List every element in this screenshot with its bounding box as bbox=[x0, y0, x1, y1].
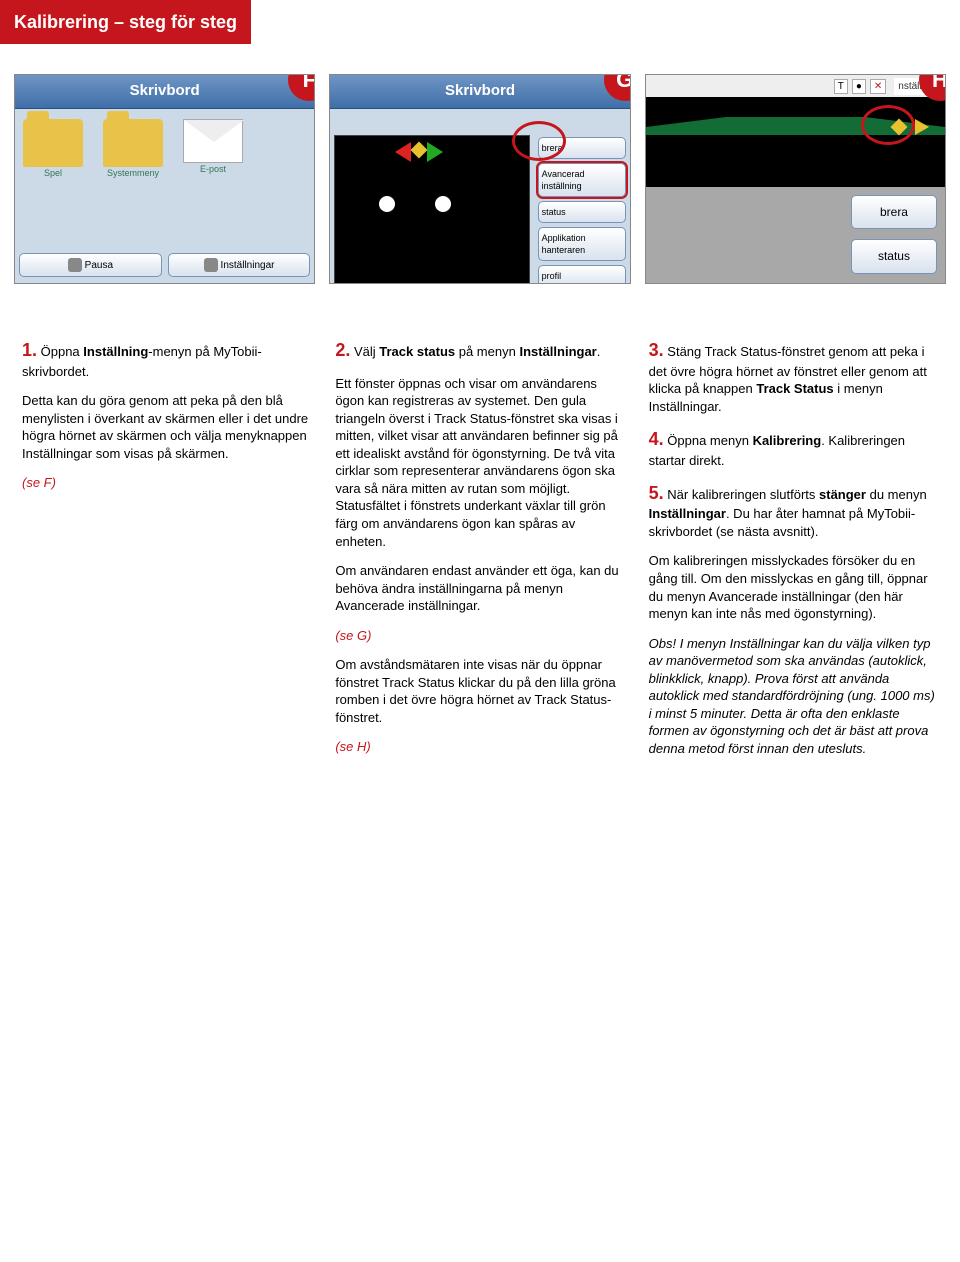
column-3: 3. Stäng Track Status-fönstret genom att… bbox=[649, 338, 938, 769]
step-4: 4. Öppna menyn Kalibrering. Kalibreringe… bbox=[649, 427, 938, 469]
panel-g-sidebar: brera Avancerad inställning status Appli… bbox=[534, 109, 630, 285]
side-label: Applikation hanteraren bbox=[542, 232, 622, 256]
tray-icon: ● bbox=[852, 79, 866, 95]
step-1: 1. Öppna Inställning-menyn på MyTobii-sk… bbox=[22, 338, 311, 380]
t: När kalibreringen slutförts bbox=[664, 487, 819, 502]
t: Inställningar bbox=[519, 344, 596, 359]
step-2-advanced: Om användaren endast använder ett öga, k… bbox=[335, 562, 624, 615]
pause-icon bbox=[68, 258, 82, 272]
gear-icon bbox=[204, 258, 218, 272]
track-status-window: Båda bbox=[334, 135, 529, 285]
label-systemmeny: Systemmeny bbox=[103, 167, 163, 179]
t: Om användaren endast använder ett öga, k… bbox=[335, 563, 618, 596]
pause-button[interactable]: Pausa bbox=[19, 253, 162, 277]
diamond-icon bbox=[411, 141, 428, 158]
see-h: (se H) bbox=[335, 738, 624, 756]
t: Välj bbox=[350, 344, 379, 359]
t: som visas på skärmen. bbox=[92, 446, 229, 461]
side-status-button[interactable]: status bbox=[538, 201, 626, 223]
t: Avancerade inställningar bbox=[709, 589, 851, 604]
t: Inställningar bbox=[649, 506, 726, 521]
eye-dot-icon bbox=[379, 196, 395, 212]
side-label: brera bbox=[542, 142, 563, 154]
t: Öppna menyn bbox=[664, 433, 753, 448]
t: Detta kan du göra genom att peka på den … bbox=[22, 393, 308, 443]
panel-g: G Skrivbord Båda brera Avancerad inställ… bbox=[329, 74, 630, 284]
pause-label: Pausa bbox=[85, 259, 113, 273]
t: du menyn bbox=[866, 487, 927, 502]
page-header: Kalibrering – steg för steg bbox=[0, 0, 251, 44]
see-f: (se F) bbox=[22, 474, 311, 492]
step-2: 2. Välj Track status på menyn Inställnin… bbox=[335, 338, 624, 362]
folder-icon bbox=[103, 119, 163, 167]
step-1-body: Detta kan du göra genom att peka på den … bbox=[22, 392, 311, 462]
track-status-large bbox=[646, 97, 945, 187]
tray-icon: T bbox=[834, 79, 848, 95]
side-avancerad-button[interactable]: Avancerad inställning bbox=[538, 163, 626, 197]
t: . bbox=[597, 344, 601, 359]
envelope-icon bbox=[183, 119, 243, 163]
step-5-note: Obs! I menyn Inställningar kan du välja … bbox=[649, 635, 938, 758]
settings-button[interactable]: Inställningar bbox=[168, 253, 311, 277]
t: Kalibrering bbox=[753, 433, 822, 448]
step-2-distance: Om avståndsmätaren inte visas när du öpp… bbox=[335, 656, 624, 726]
label-spel: Spel bbox=[23, 167, 83, 179]
side-label: status bbox=[542, 206, 566, 218]
track-bottom-pills: Båda bbox=[341, 283, 376, 284]
instruction-columns: 1. Öppna Inställning-menyn på MyTobii-sk… bbox=[0, 314, 960, 809]
t: stänger bbox=[819, 487, 866, 502]
step-number: 4. bbox=[649, 429, 664, 449]
column-1: 1. Öppna Inställning-menyn på MyTobii-sk… bbox=[22, 338, 311, 769]
panel-f-desktop: Spel Systemmeny E-post bbox=[15, 109, 314, 189]
t: Inställning bbox=[83, 344, 148, 359]
t: på menyn bbox=[455, 344, 519, 359]
step-number: 2. bbox=[335, 340, 350, 360]
panel-h: H T ● ✕ nställnin brera status bbox=[645, 74, 946, 284]
panel-f-titlebar: Skrivbord bbox=[15, 75, 314, 108]
t: Inställningar bbox=[22, 446, 92, 461]
t: Track status bbox=[379, 344, 455, 359]
panel-f: F Skrivbord Spel Systemmeny E-post Pausa bbox=[14, 74, 315, 284]
side-brera-button[interactable]: brera bbox=[538, 137, 626, 159]
side-profil-button[interactable]: profil bbox=[538, 265, 626, 284]
arrow-right-icon bbox=[427, 142, 443, 162]
step-number: 1. bbox=[22, 340, 37, 360]
panel-g-titlebar: Skrivbord bbox=[330, 75, 629, 108]
step-number: 3. bbox=[649, 340, 664, 360]
h-status-button[interactable]: status bbox=[851, 239, 937, 273]
close-icon[interactable]: ✕ bbox=[870, 79, 886, 95]
side-label: profil bbox=[542, 270, 562, 282]
side-label: Avancerad inställning bbox=[542, 168, 622, 192]
label-epost: E-post bbox=[183, 163, 243, 175]
h-brera-button[interactable]: brera bbox=[851, 195, 937, 229]
screenshots-row: F Skrivbord Spel Systemmeny E-post Pausa bbox=[0, 74, 960, 314]
eye-dot-icon bbox=[435, 196, 451, 212]
t: Öppna bbox=[37, 344, 83, 359]
pill-bada[interactable]: Båda bbox=[341, 283, 376, 284]
folder-icon bbox=[23, 119, 83, 167]
arrow-left-icon bbox=[395, 142, 411, 162]
see-g: (se G) bbox=[335, 627, 624, 645]
step-2-body: Ett fönster öppnas och visar om användar… bbox=[335, 375, 624, 550]
step-number: 5. bbox=[649, 483, 664, 503]
panel-h-buttons: brera status bbox=[646, 187, 945, 281]
t: Track Status bbox=[756, 381, 833, 396]
side-applik-button[interactable]: Applikation hanteraren bbox=[538, 227, 626, 261]
arrow-right-icon bbox=[915, 119, 929, 135]
t: Avancerade inställningar bbox=[335, 598, 476, 613]
panel-h-strip: T ● ✕ nställnin bbox=[646, 75, 945, 97]
t: . bbox=[477, 598, 481, 613]
step-3: 3. Stäng Track Status-fönstret genom att… bbox=[649, 338, 938, 415]
panel-f-toolbar: Pausa Inställningar bbox=[19, 253, 310, 277]
settings-label: Inställningar bbox=[221, 259, 275, 273]
column-2: 2. Välj Track status på menyn Inställnin… bbox=[335, 338, 624, 769]
step-5: 5. När kalibreringen slutförts stänger d… bbox=[649, 481, 938, 540]
step-5-fail: Om kalibreringen misslyckades försöker d… bbox=[649, 552, 938, 622]
